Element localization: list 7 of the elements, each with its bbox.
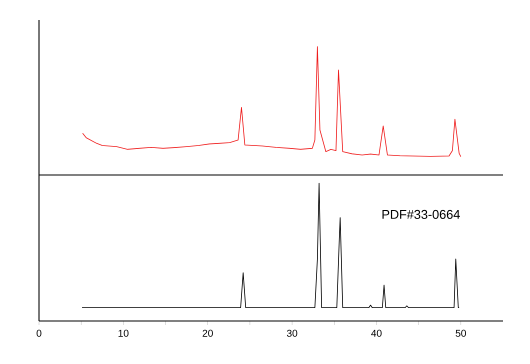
x-tick-label: 20 — [202, 330, 213, 337]
x-tick-label: 10 — [118, 330, 129, 337]
x-tick-label: 40 — [371, 330, 382, 337]
x-tick-label: 30 — [286, 330, 298, 337]
x-tick-label: 50 — [456, 330, 466, 337]
x-tick-label: 0 — [36, 330, 42, 337]
annotation: PDF#33-0664 — [382, 210, 460, 219]
